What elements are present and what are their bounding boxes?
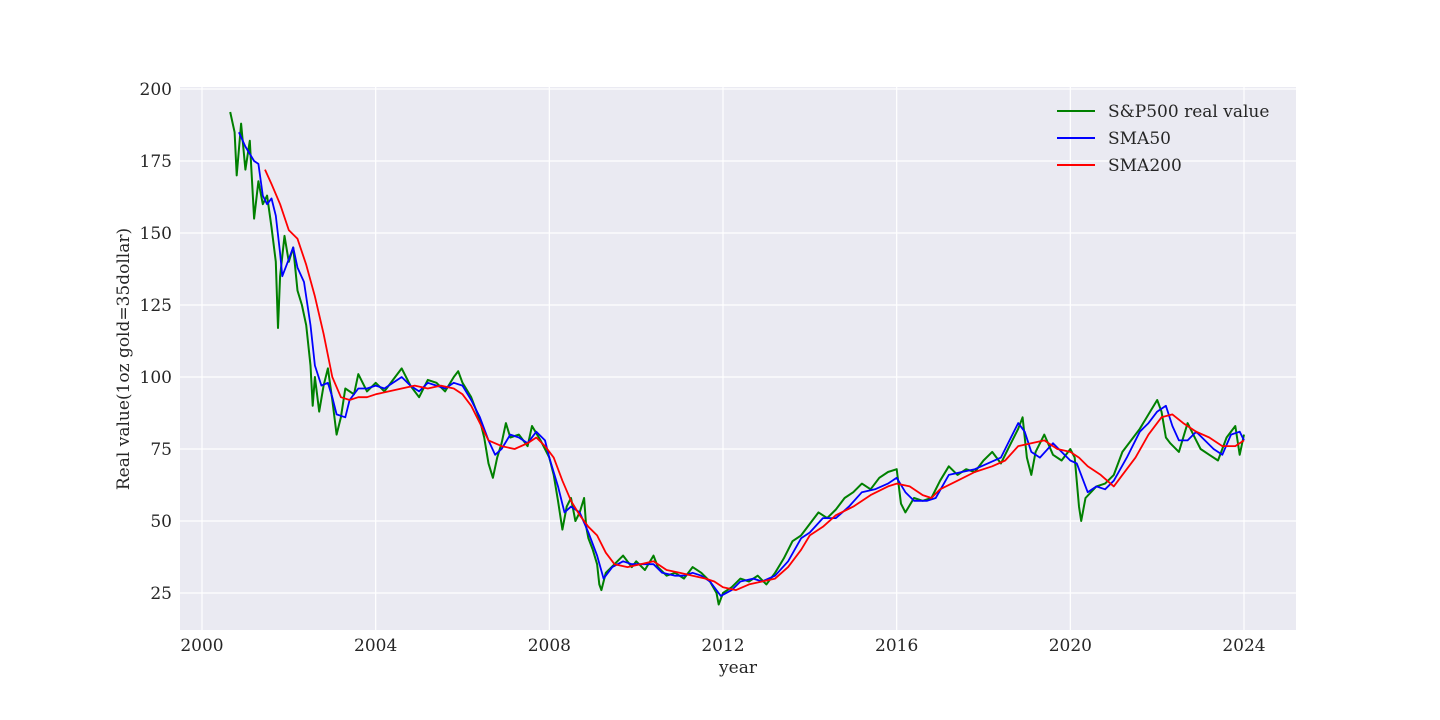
x-tick-label: 2008	[528, 636, 571, 656]
y-tick-label: 175	[140, 152, 172, 172]
x-axis-label: year	[718, 658, 758, 678]
x-tick-label: 2020	[1049, 636, 1092, 656]
gridlines	[180, 87, 1296, 630]
legend-label: SMA200	[1108, 156, 1182, 176]
y-tick-label: 200	[140, 80, 172, 100]
y-tick-labels: 25 50 75 100 125 150 175 200	[140, 80, 172, 604]
x-tick-label: 2000	[180, 636, 223, 656]
y-tick-label: 125	[140, 296, 172, 316]
y-tick-label: 25	[150, 584, 172, 604]
x-tick-labels: 2000 2004 2008 2012 2016 2020 2024	[180, 636, 1265, 656]
plot-area	[180, 87, 1296, 630]
y-tick-label: 50	[150, 512, 172, 532]
y-tick-label: 75	[150, 440, 172, 460]
series-lines	[229, 111, 1245, 606]
y-tick-label: 150	[140, 224, 172, 244]
series-line-1	[238, 131, 1245, 597]
legend: S&P500 real value SMA50 SMA200	[1057, 102, 1269, 176]
legend-label: S&P500 real value	[1108, 102, 1269, 122]
y-tick-label: 100	[140, 368, 172, 388]
series-line-2	[264, 169, 1245, 591]
x-tick-label: 2016	[875, 636, 918, 656]
y-axis-label: Real value(1oz gold=35dollar)	[114, 228, 134, 490]
x-tick-label: 2012	[701, 636, 744, 656]
x-tick-label: 2004	[354, 636, 397, 656]
x-tick-label: 2024	[1222, 636, 1265, 656]
legend-label: SMA50	[1108, 129, 1171, 149]
